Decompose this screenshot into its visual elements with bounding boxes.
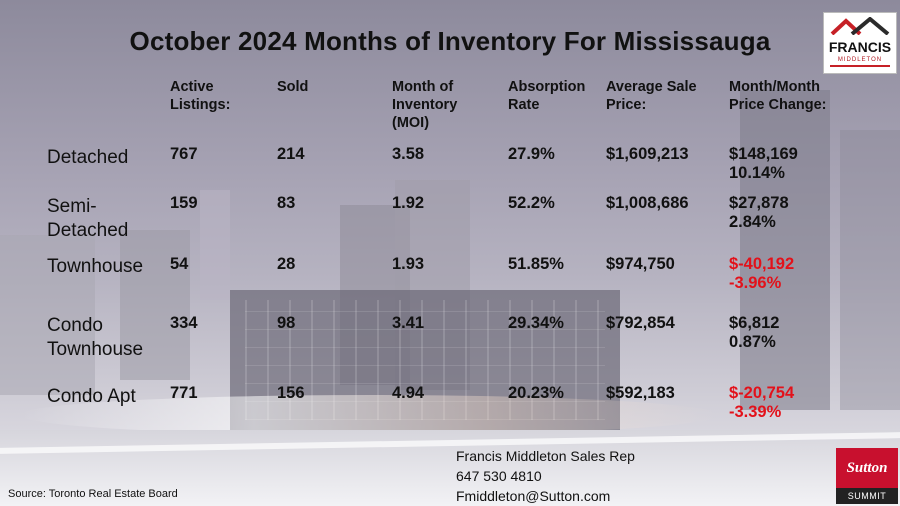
price-change-cell: $-20,754 -3.39% [729,384,795,421]
sold-cell: 214 [277,145,305,163]
logo-subtitle: MIDDLETON [837,57,883,63]
active-listings-cell: 767 [170,145,198,163]
moi-cell: 4.94 [392,384,425,402]
active-listings-cell: 334 [170,314,198,332]
price-change-cell: $27,878 2.84% [729,194,789,231]
francis-middleton-logo: FRANCIS MIDDLETON [823,12,897,74]
column-header: Sold [277,79,309,95]
column-header: Month/Month Price Change: [729,79,827,113]
sold-cell: 83 [277,194,296,212]
active-listings-cell: 159 [170,194,198,212]
absorption-rate-cell: 27.9% [508,145,555,163]
column-header: Active Listings: [170,79,231,113]
contact-phone: 647 530 4810 [456,468,542,484]
row-label: Townhouse [47,256,144,277]
moi-cell: 1.92 [392,194,425,212]
active-listings-cell: 771 [170,384,198,402]
moi-cell: 1.93 [392,255,425,273]
sold-cell: 28 [277,255,296,273]
row-label: Detached [47,147,129,168]
absorption-rate-cell: 29.34% [508,314,564,332]
average-sale-price-cell: $1,008,686 [606,194,689,212]
price-change-cell: $6,812 0.87% [729,314,780,351]
average-sale-price-cell: $974,750 [606,255,675,273]
average-sale-price-cell: $1,609,213 [606,145,689,163]
sold-cell: 156 [277,384,305,402]
price-change-cell: $148,169 10.14% [729,145,798,182]
active-listings-cell: 54 [170,255,189,273]
contact-info: Francis Middleton Sales Rep 647 530 4810… [456,446,635,506]
moi-cell: 3.58 [392,145,425,163]
slide-title: October 2024 Months of Inventory For Mis… [129,26,771,56]
logo-name: FRANCIS [828,39,892,55]
sutton-brand-sub: SUMMIT [836,488,898,504]
absorption-rate-cell: 52.2% [508,194,555,212]
row-label: Semi- Detached [47,196,129,241]
price-change-cell: $-40,192 -3.96% [729,255,795,292]
moi-cell: 3.41 [392,314,425,332]
source-note: Source: Toronto Real Estate Board [8,488,178,500]
contact-email: Fmiddleton@Sutton.com [456,488,611,504]
absorption-rate-cell: 51.85% [508,255,564,273]
average-sale-price-cell: $792,854 [606,314,675,332]
column-header: Average Sale Price: [606,79,697,113]
column-header: Absorption Rate [508,79,586,113]
row-label: Condo Townhouse [47,315,144,360]
contact-name: Francis Middleton Sales Rep [456,448,635,464]
sold-cell: 98 [277,314,296,332]
row-label: Condo Apt [47,386,136,407]
house-roof-icon [830,17,890,35]
column-header: Month of Inventory (MOI) [392,79,458,131]
sutton-summit-logo: Sutton SUMMIT [836,448,898,504]
average-sale-price-cell: $592,183 [606,384,675,402]
sutton-brand-name: Sutton [836,448,898,488]
absorption-rate-cell: 20.23% [508,384,564,402]
